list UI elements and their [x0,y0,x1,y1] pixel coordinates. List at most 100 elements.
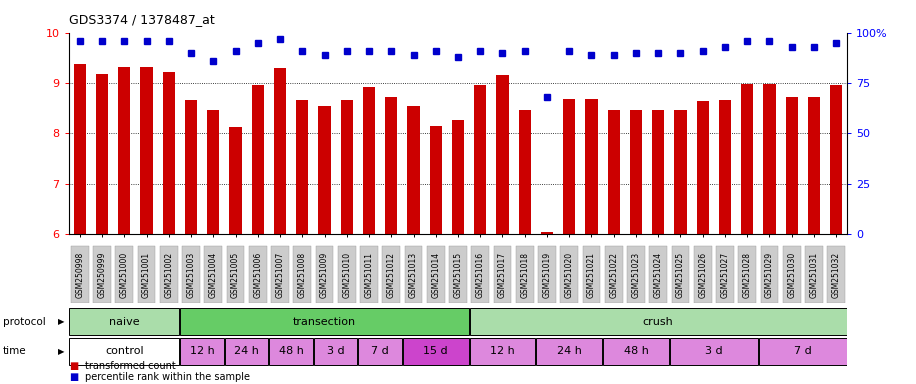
Bar [69,338,180,365]
Text: GSM251024: GSM251024 [654,252,662,298]
Bar [430,126,442,234]
Bar [226,246,245,303]
Bar [472,246,489,303]
Bar [319,106,331,234]
Bar [494,246,511,303]
Bar [603,338,669,365]
Bar [160,246,178,303]
Bar [561,246,578,303]
Bar [605,246,623,303]
Bar [229,127,242,234]
Bar [408,106,420,234]
Bar [73,64,86,234]
Text: control: control [105,346,144,356]
Text: GSM251010: GSM251010 [343,252,351,298]
Text: ■: ■ [69,361,78,371]
Text: protocol: protocol [3,316,46,327]
Text: 7 d: 7 d [794,346,812,356]
Text: 24 h: 24 h [234,346,259,356]
Bar [674,110,687,234]
Text: 15 d: 15 d [423,346,448,356]
Bar [296,100,309,234]
Bar [93,246,111,303]
Bar [316,246,333,303]
Bar [358,338,402,365]
Bar [719,100,731,234]
Text: GSM251013: GSM251013 [409,252,418,298]
Text: GSM251029: GSM251029 [765,252,774,298]
Text: GSM251008: GSM251008 [298,252,307,298]
Text: GDS3374 / 1378487_at: GDS3374 / 1378487_at [69,13,214,26]
Text: GSM251001: GSM251001 [142,252,151,298]
Bar [538,246,556,303]
Text: GSM251000: GSM251000 [120,252,129,298]
Text: GSM251012: GSM251012 [387,252,396,298]
Bar [182,246,200,303]
Bar [185,100,197,234]
Text: 12 h: 12 h [190,346,214,356]
Text: naive: naive [109,316,139,327]
Bar [204,246,223,303]
Text: GSM251020: GSM251020 [565,252,573,298]
Text: GSM251030: GSM251030 [787,252,796,298]
Bar [758,338,847,365]
Bar [741,84,753,234]
Bar [180,308,469,335]
Text: ▶: ▶ [58,317,64,326]
Bar [269,338,313,365]
Bar [827,246,845,303]
Text: GSM251017: GSM251017 [498,252,507,298]
Bar [652,110,664,234]
Bar [693,246,712,303]
Bar [71,246,89,303]
Bar [763,84,776,234]
Bar [470,308,847,335]
Bar [696,101,709,234]
Bar [180,338,224,365]
Bar [830,84,843,234]
Text: GSM251011: GSM251011 [365,252,374,298]
Text: 12 h: 12 h [490,346,515,356]
Bar [314,338,357,365]
Bar [69,308,180,335]
Text: 48 h: 48 h [624,346,649,356]
Bar [583,246,600,303]
Text: crush: crush [643,316,673,327]
Text: GSM251016: GSM251016 [475,252,485,298]
Bar [452,120,464,234]
Text: GSM251021: GSM251021 [587,252,596,298]
Bar [585,99,597,234]
Bar [224,338,268,365]
Bar [163,73,175,234]
Text: 24 h: 24 h [557,346,582,356]
Bar [670,338,758,365]
Bar [405,246,422,303]
Bar [274,68,286,234]
Bar [783,246,801,303]
Bar [137,246,156,303]
Bar [382,246,400,303]
Bar [536,338,602,365]
Bar [341,100,353,234]
Text: 7 d: 7 d [371,346,389,356]
Text: GSM251005: GSM251005 [231,252,240,298]
Text: GSM251028: GSM251028 [743,252,752,298]
Bar [249,246,267,303]
Bar [403,338,469,365]
Bar [760,246,779,303]
Text: GSM251026: GSM251026 [698,252,707,298]
Bar [470,338,536,365]
Text: GSM251002: GSM251002 [164,252,173,298]
Text: GSM251009: GSM251009 [320,252,329,298]
Text: ■: ■ [69,372,78,382]
Text: GSM251007: GSM251007 [276,252,285,298]
Bar [563,99,575,234]
Text: GSM251022: GSM251022 [609,252,618,298]
Text: 3 d: 3 d [705,346,723,356]
Text: GSM251032: GSM251032 [832,252,841,298]
Text: GSM251025: GSM251025 [676,252,685,298]
Bar [252,84,264,234]
Bar [540,232,553,234]
Text: percentile rank within the sample: percentile rank within the sample [85,372,250,382]
Text: GSM251006: GSM251006 [254,252,262,298]
